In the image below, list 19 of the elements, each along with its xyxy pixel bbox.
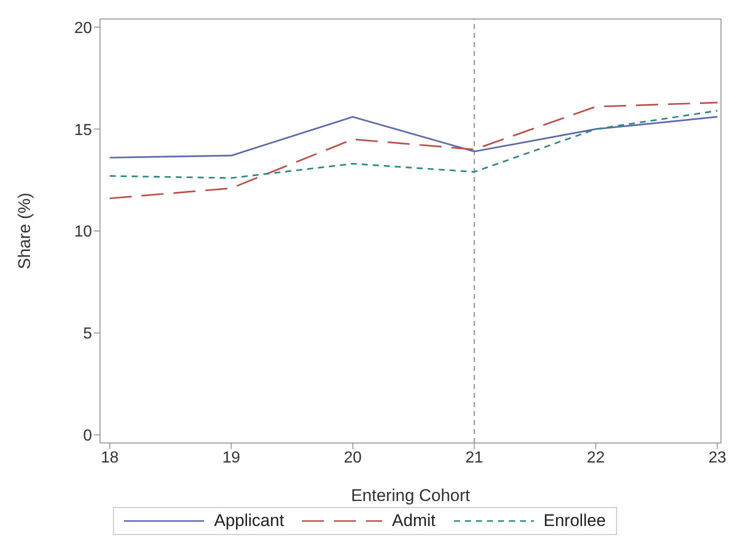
- x-tick-label: 22: [586, 449, 605, 466]
- y-tick-label: 20: [74, 20, 92, 37]
- x-tick-label: 19: [222, 449, 240, 466]
- legend-label: Enrollee: [542, 511, 606, 531]
- line-series: [108, 102, 718, 200]
- y-tick-label: 0: [83, 428, 92, 445]
- line-series: [108, 116, 718, 158]
- line-series: [108, 110, 718, 179]
- y-tick-label: 5: [83, 326, 92, 343]
- x-tick-label: 21: [465, 449, 484, 466]
- x-axis-title: Entering Cohort: [350, 486, 470, 505]
- legend-label: Applicant: [213, 511, 284, 531]
- y-axis-title: Share (%): [15, 192, 34, 270]
- y-tick-label: 10: [74, 224, 92, 241]
- x-tick-label: 18: [100, 449, 119, 466]
- x-tick-label: 20: [344, 449, 362, 466]
- y-tick-label: 15: [74, 122, 92, 139]
- x-tick-label: 23: [708, 449, 726, 466]
- legend-label: Admit: [391, 511, 436, 531]
